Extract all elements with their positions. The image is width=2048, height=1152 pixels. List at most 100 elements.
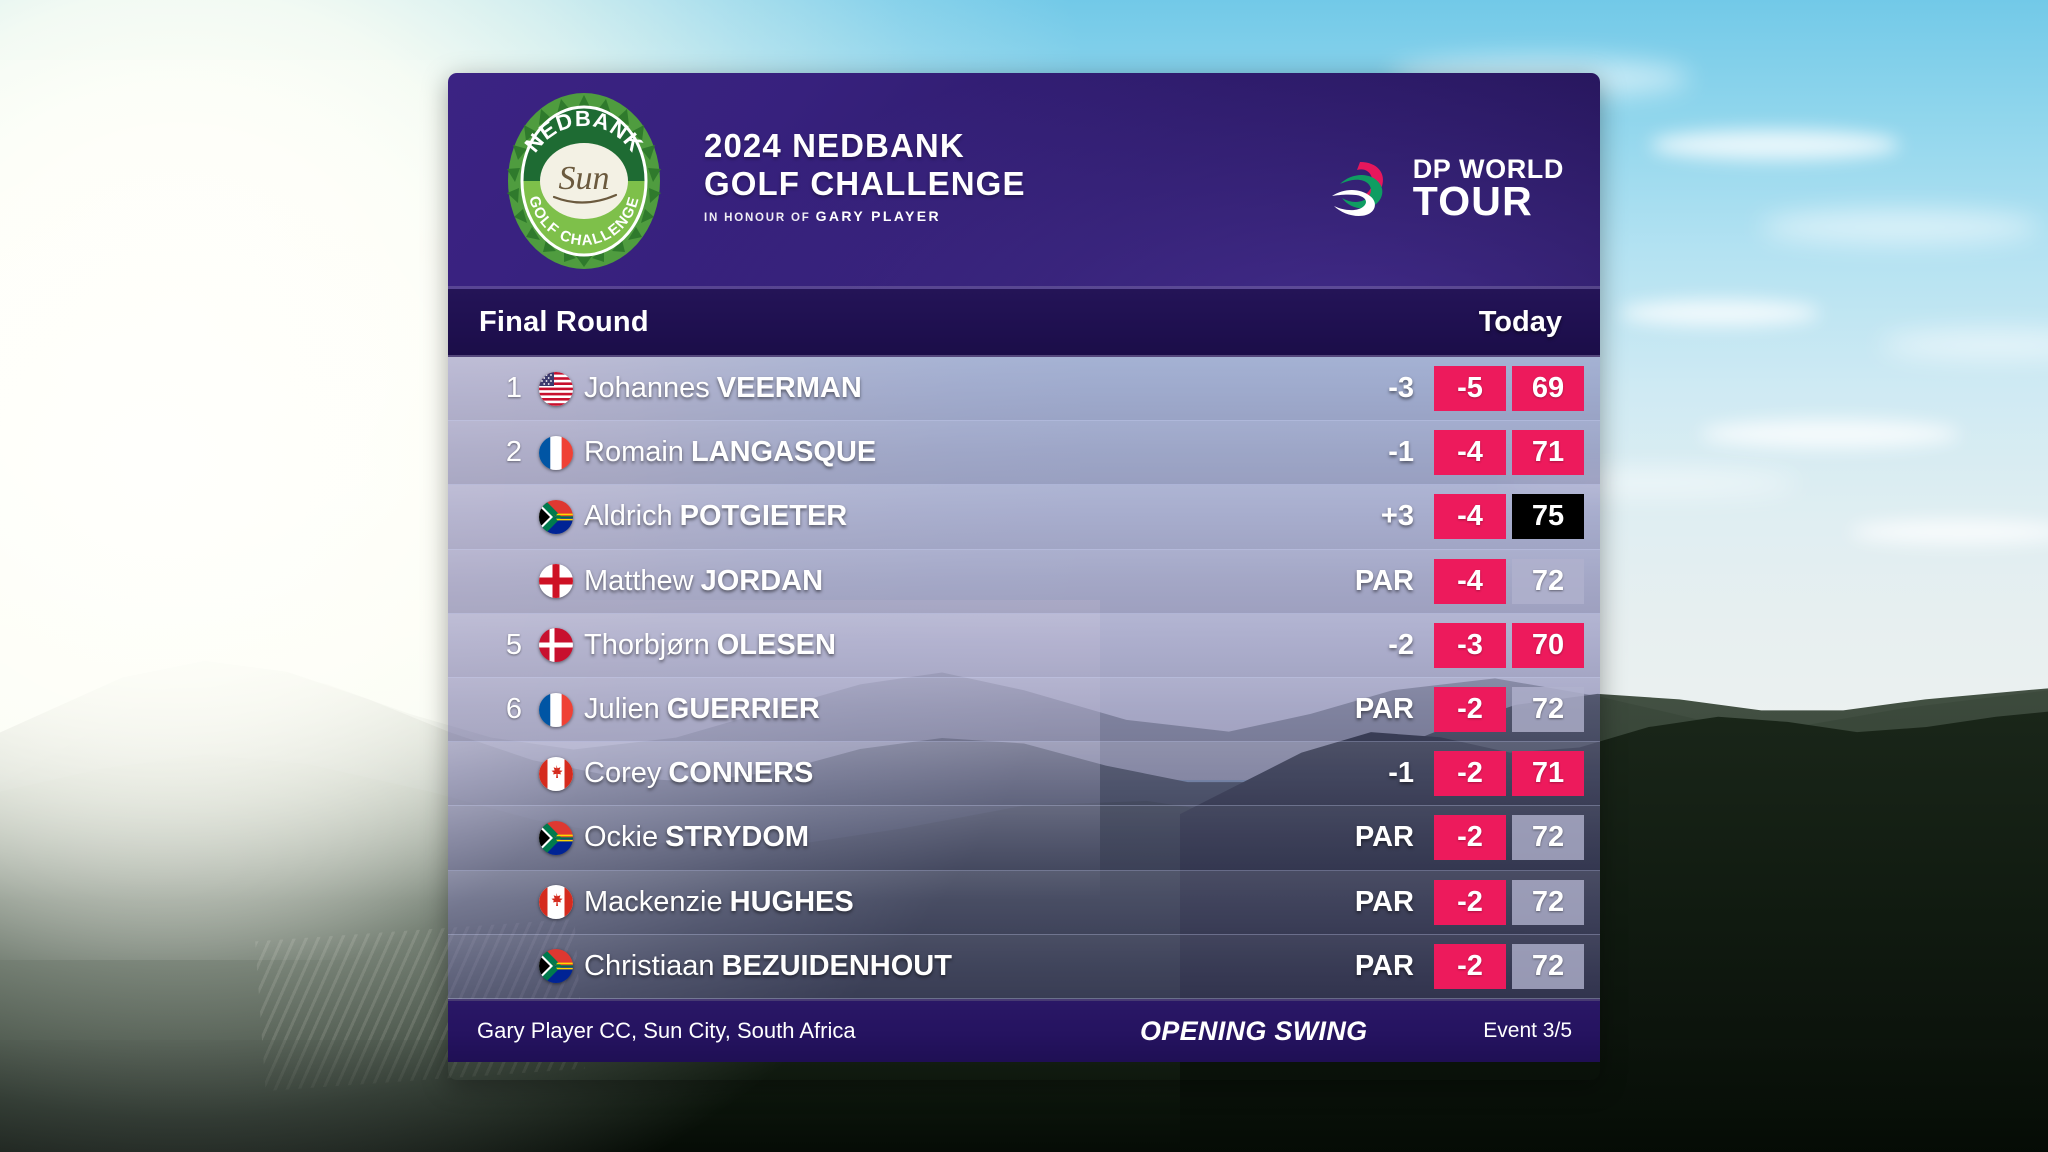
- score-total-badge: -5: [1434, 366, 1506, 412]
- score-total-badge: -4: [1434, 494, 1506, 540]
- player-last-name: POTGIETER: [679, 500, 848, 533]
- cloud: [1650, 130, 1900, 160]
- score-today: -3: [1388, 372, 1414, 405]
- dp-world-tour-logo: DP WORLD TOUR: [1330, 155, 1564, 222]
- player-last-name: BEZUIDENHOUT: [721, 949, 952, 982]
- player-first-name: Aldrich: [584, 500, 673, 533]
- event-title: 2024 NEDBANK GOLF CHALLENGE IN HONOUR OF…: [704, 127, 1026, 224]
- honour-name: GARY PLAYER: [815, 208, 942, 224]
- player-name: Corey CONNERS: [584, 757, 1308, 790]
- player-last-name: OLESEN: [716, 628, 836, 661]
- score-total-badge: -2: [1434, 943, 1506, 989]
- score-total-badge: -3: [1434, 622, 1506, 668]
- score-total-badge: -2: [1434, 879, 1506, 925]
- table-row[interactable]: Corey CONNERS -1 -2 71: [448, 742, 1600, 807]
- panel-header: NEDBANK GOLF CHALLENGE Sun 2024 NEDBANK …: [448, 73, 1600, 289]
- table-row[interactable]: 2 Romain LANGASQUE -1 -4 71: [448, 421, 1600, 486]
- flag-denmark-icon: [539, 628, 573, 663]
- subheader: Final Round Today Total Par 72: [448, 289, 1600, 357]
- player-name: Johannes VEERMAN: [584, 372, 1308, 405]
- cloud: [1700, 420, 1960, 448]
- flag-france-icon: [539, 435, 573, 470]
- player-name: Julien GUERRIER: [584, 693, 1308, 726]
- score-par-badge: 69: [1512, 366, 1584, 412]
- leaderboard-rows: 1 Johannes VEERMAN -3 -5 69 2 Romain LANGAS…: [448, 357, 1600, 999]
- player-name: Aldrich POTGIETER: [584, 500, 1308, 533]
- event-title-line2: GOLF CHALLENGE: [704, 165, 1026, 202]
- flag-cell: [528, 820, 584, 855]
- row-position: 1: [505, 372, 522, 405]
- series-label: OPENING SWING: [1140, 1015, 1368, 1046]
- leaderboard-panel: NEDBANK GOLF CHALLENGE Sun 2024 NEDBANK …: [448, 73, 1600, 1080]
- score-total-badge: -4: [1434, 558, 1506, 604]
- player-name: Mackenzie HUGHES: [584, 886, 1308, 919]
- flag-cell: [528, 628, 584, 663]
- score-today: PAR: [1354, 564, 1414, 597]
- nedbank-golf-challenge-roundel-icon: NEDBANK GOLF CHALLENGE Sun: [496, 93, 672, 269]
- score-par-badge: 71: [1512, 751, 1584, 797]
- player-name: Ockie STRYDOM: [584, 821, 1308, 854]
- score-par-badge: 75: [1512, 494, 1584, 540]
- score-par-badge: 72: [1512, 815, 1584, 861]
- table-row[interactable]: Ockie STRYDOM PAR -2 72: [448, 806, 1600, 871]
- score-today: PAR: [1354, 821, 1414, 854]
- event-title-line1: 2024 NEDBANK: [704, 127, 965, 164]
- table-row[interactable]: 6 Julien GUERRIER PAR -2 72: [448, 677, 1600, 743]
- flag-canada-icon: [539, 756, 573, 791]
- event-title-honour: IN HONOUR OF GARY PLAYER: [704, 208, 1026, 224]
- cloud: [1620, 300, 1820, 326]
- player-first-name: Matthew: [584, 564, 694, 597]
- score-today: PAR: [1354, 693, 1414, 726]
- svg-text:Sun: Sun: [559, 160, 610, 197]
- score-par-badge: 72: [1512, 943, 1584, 989]
- table-row[interactable]: Aldrich POTGIETER +3 -4 75: [448, 485, 1600, 550]
- flag-usa-icon: [539, 371, 573, 406]
- score-today: -1: [1388, 757, 1414, 790]
- player-name: Thorbjørn OLESEN: [584, 629, 1308, 662]
- player-last-name: VEERMAN: [716, 372, 862, 405]
- flag-cell: [528, 499, 584, 534]
- row-position: 5: [505, 628, 522, 661]
- cloud: [1850, 520, 2048, 544]
- player-last-name: LANGASQUE: [690, 436, 877, 469]
- score-total-badge: -2: [1434, 751, 1506, 797]
- flag-south-africa-icon: [539, 820, 573, 855]
- flag-france-icon: [539, 692, 573, 727]
- flag-england-icon: [539, 564, 573, 599]
- flag-canada-icon: [539, 885, 573, 920]
- player-first-name: Julien: [584, 693, 660, 726]
- player-first-name: Romain: [584, 436, 684, 469]
- table-row[interactable]: Christiaan BEZUIDENHOUT PAR -2 72: [448, 934, 1600, 999]
- player-last-name: HUGHES: [729, 885, 854, 918]
- dp-world-tour-wordmark: DP WORLD TOUR: [1413, 155, 1564, 221]
- score-today: +3: [1380, 500, 1414, 533]
- row-position: 6: [505, 693, 522, 726]
- flag-cell: [528, 885, 584, 920]
- dp-world-tour-swoosh-icon: [1331, 161, 1383, 216]
- flag-cell: [528, 371, 584, 406]
- player-first-name: Johannes: [584, 372, 710, 405]
- score-par-badge: 70: [1512, 622, 1584, 668]
- player-first-name: Thorbjørn: [584, 628, 710, 661]
- table-row[interactable]: Mackenzie HUGHES PAR -2 72: [448, 870, 1600, 935]
- score-par-badge: 72: [1512, 879, 1584, 925]
- table-row[interactable]: Matthew JORDAN PAR -4 72: [448, 549, 1600, 614]
- flag-south-africa-icon: [539, 949, 573, 984]
- player-first-name: Corey: [584, 757, 662, 790]
- table-row[interactable]: 1 Johannes VEERMAN -3 -5 69: [448, 357, 1600, 422]
- cloud: [1760, 210, 2040, 244]
- flag-south-africa-icon: [539, 499, 573, 534]
- column-header-today: Today: [1478, 305, 1562, 338]
- player-first-name: Mackenzie: [584, 885, 723, 918]
- score-today: -2: [1388, 628, 1414, 661]
- player-last-name: JORDAN: [700, 564, 824, 597]
- score-today: PAR: [1354, 885, 1414, 918]
- player-last-name: GUERRIER: [666, 693, 820, 726]
- table-row[interactable]: 5 Thorbjørn OLESEN -2 -3 70: [448, 613, 1600, 678]
- flag-cell: [528, 564, 584, 599]
- player-name: Romain LANGASQUE: [584, 436, 1308, 469]
- player-name: Matthew JORDAN: [584, 565, 1308, 598]
- player-first-name: Christiaan: [584, 949, 715, 982]
- player-first-name: Ockie: [584, 821, 659, 854]
- column-header-total: Total: [1584, 309, 1600, 335]
